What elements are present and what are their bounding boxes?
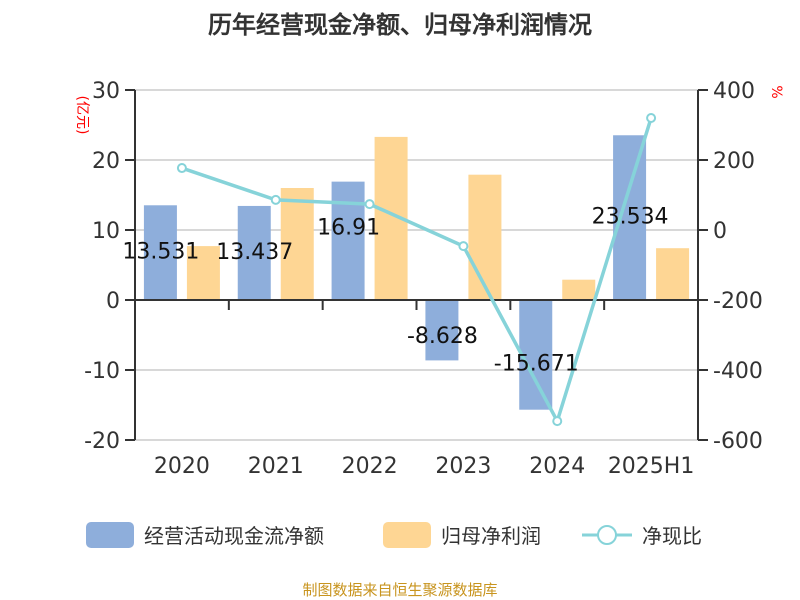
cashflow-data-label: 13.437 [216,240,293,265]
left-tick-label: 0 [106,289,120,314]
right-axis-label: % [768,85,784,98]
cashflow-bar [237,205,271,300]
profit-bar [186,246,220,300]
chart-title: 历年经营现金净额、归母净利润情况 [208,11,592,39]
profit-bar [468,174,502,300]
right-tick-label: 0 [713,219,727,244]
right-tick-label: 200 [713,149,755,174]
ratio-point [458,241,469,252]
left-tick-label: -20 [84,429,120,454]
cashflow-data-label: 16.91 [317,216,380,241]
ratio-point [646,113,657,123]
cashflow-data-label: 13.531 [122,239,199,264]
x-tick-label: 2022 [342,454,398,479]
left-tick-label: 20 [92,149,120,174]
profit-bar [280,188,314,300]
x-tick-label: 2020 [154,454,210,479]
source-note: 制图数据来自恒生聚源数据库 [302,581,497,599]
x-tick-label: 2021 [248,454,304,479]
profit-bar [562,279,596,300]
right-tick-label: 400 [713,79,755,104]
left-axis-label: (亿元) [74,96,90,135]
legend-marker-ratio [597,525,617,545]
ratio-point [270,194,281,205]
ratio-point [176,163,187,174]
cashflow-bar [519,300,553,410]
cashflow-bar [425,300,459,361]
ratio-point [364,199,375,210]
left-tick-label: 30 [92,79,120,104]
ratio-line [181,117,653,426]
cashflow-data-label: -8.628 [407,324,478,349]
legend-swatch-cashflow [86,522,134,548]
legend-swatch-profit [383,522,431,548]
legend-label-cashflow[interactable]: 经营活动现金流净额 [144,524,324,548]
legend: 经营活动现金流净额 归母净利润 净现比 [86,522,702,548]
left-tick-label: -10 [84,359,120,384]
right-tick-label: -600 [713,429,763,454]
profit-bar [656,248,690,300]
right-tick-label: -400 [713,359,763,384]
cashflow-data-label: -15.671 [494,351,579,376]
right-tick-label: -200 [713,289,763,314]
cashflow-data-label: 23.534 [592,204,669,229]
cashflow-bar [143,205,177,300]
left-tick-label: 10 [92,219,120,244]
legend-label-ratio[interactable]: 净现比 [642,524,702,548]
x-tick-label: 2023 [435,454,491,479]
legend-label-profit[interactable]: 归母净利润 [441,524,541,548]
x-tick-label: 2024 [529,454,585,479]
ratio-point [552,416,563,427]
x-tick-label: 2025H1 [608,454,695,479]
cashflow-bar [331,181,365,300]
